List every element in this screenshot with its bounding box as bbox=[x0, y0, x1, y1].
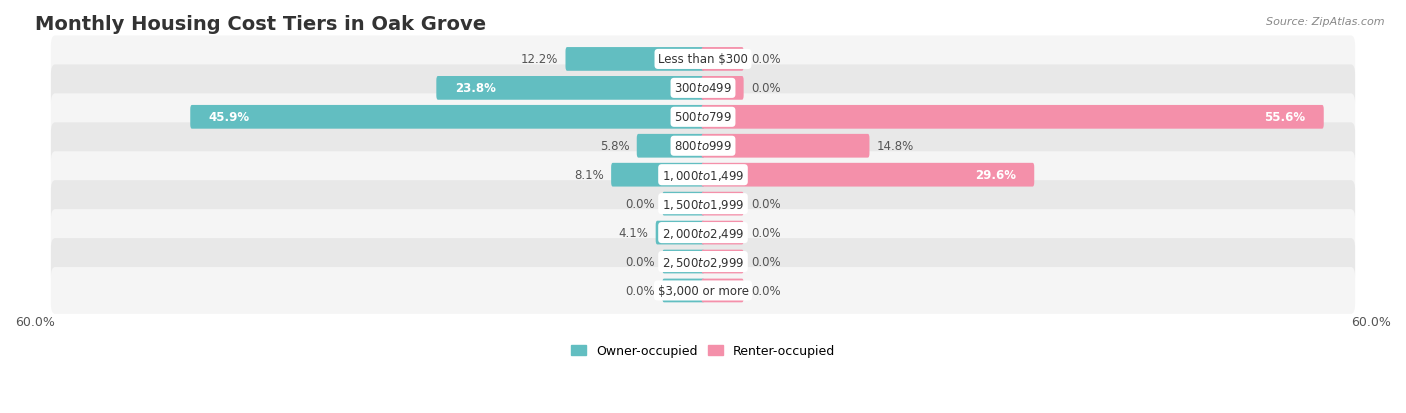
Text: 14.8%: 14.8% bbox=[877, 140, 914, 153]
FancyBboxPatch shape bbox=[702, 135, 869, 158]
Text: 0.0%: 0.0% bbox=[626, 255, 655, 268]
Text: $500 to $799: $500 to $799 bbox=[673, 111, 733, 124]
Text: 0.0%: 0.0% bbox=[751, 82, 780, 95]
FancyBboxPatch shape bbox=[436, 77, 704, 100]
Text: 23.8%: 23.8% bbox=[454, 82, 495, 95]
FancyBboxPatch shape bbox=[662, 279, 704, 303]
Text: $2,000 to $2,499: $2,000 to $2,499 bbox=[662, 226, 744, 240]
Text: 12.2%: 12.2% bbox=[520, 53, 558, 66]
FancyBboxPatch shape bbox=[702, 250, 744, 274]
FancyBboxPatch shape bbox=[51, 181, 1355, 228]
FancyBboxPatch shape bbox=[702, 77, 744, 100]
Text: 0.0%: 0.0% bbox=[751, 53, 780, 66]
FancyBboxPatch shape bbox=[51, 123, 1355, 170]
Text: Monthly Housing Cost Tiers in Oak Grove: Monthly Housing Cost Tiers in Oak Grove bbox=[35, 15, 486, 34]
Text: 5.8%: 5.8% bbox=[600, 140, 630, 153]
Text: 8.1%: 8.1% bbox=[574, 169, 605, 182]
Text: $3,000 or more: $3,000 or more bbox=[658, 284, 748, 297]
FancyBboxPatch shape bbox=[565, 48, 704, 71]
FancyBboxPatch shape bbox=[702, 279, 744, 303]
FancyBboxPatch shape bbox=[702, 164, 1035, 187]
FancyBboxPatch shape bbox=[51, 94, 1355, 141]
FancyBboxPatch shape bbox=[51, 152, 1355, 199]
Text: $1,500 to $1,999: $1,500 to $1,999 bbox=[662, 197, 744, 211]
Text: $300 to $499: $300 to $499 bbox=[673, 82, 733, 95]
FancyBboxPatch shape bbox=[702, 221, 744, 245]
FancyBboxPatch shape bbox=[702, 48, 744, 71]
FancyBboxPatch shape bbox=[612, 164, 704, 187]
FancyBboxPatch shape bbox=[662, 250, 704, 274]
FancyBboxPatch shape bbox=[702, 192, 744, 216]
FancyBboxPatch shape bbox=[51, 65, 1355, 112]
FancyBboxPatch shape bbox=[702, 106, 1323, 129]
Legend: Owner-occupied, Renter-occupied: Owner-occupied, Renter-occupied bbox=[567, 339, 839, 362]
FancyBboxPatch shape bbox=[51, 210, 1355, 256]
Text: 0.0%: 0.0% bbox=[751, 255, 780, 268]
Text: 55.6%: 55.6% bbox=[1264, 111, 1305, 124]
Text: 0.0%: 0.0% bbox=[751, 227, 780, 240]
FancyBboxPatch shape bbox=[51, 36, 1355, 83]
FancyBboxPatch shape bbox=[655, 221, 704, 245]
Text: 4.1%: 4.1% bbox=[619, 227, 648, 240]
FancyBboxPatch shape bbox=[51, 239, 1355, 285]
Text: 0.0%: 0.0% bbox=[751, 198, 780, 211]
Text: 0.0%: 0.0% bbox=[626, 284, 655, 297]
Text: $2,500 to $2,999: $2,500 to $2,999 bbox=[662, 255, 744, 269]
Text: Less than $300: Less than $300 bbox=[658, 53, 748, 66]
Text: 45.9%: 45.9% bbox=[208, 111, 250, 124]
FancyBboxPatch shape bbox=[51, 267, 1355, 314]
Text: 0.0%: 0.0% bbox=[626, 198, 655, 211]
FancyBboxPatch shape bbox=[637, 135, 704, 158]
Text: Source: ZipAtlas.com: Source: ZipAtlas.com bbox=[1267, 17, 1385, 26]
FancyBboxPatch shape bbox=[662, 192, 704, 216]
Text: 0.0%: 0.0% bbox=[751, 284, 780, 297]
FancyBboxPatch shape bbox=[190, 106, 704, 129]
Text: 29.6%: 29.6% bbox=[974, 169, 1017, 182]
Text: $1,000 to $1,499: $1,000 to $1,499 bbox=[662, 168, 744, 182]
Text: $800 to $999: $800 to $999 bbox=[673, 140, 733, 153]
